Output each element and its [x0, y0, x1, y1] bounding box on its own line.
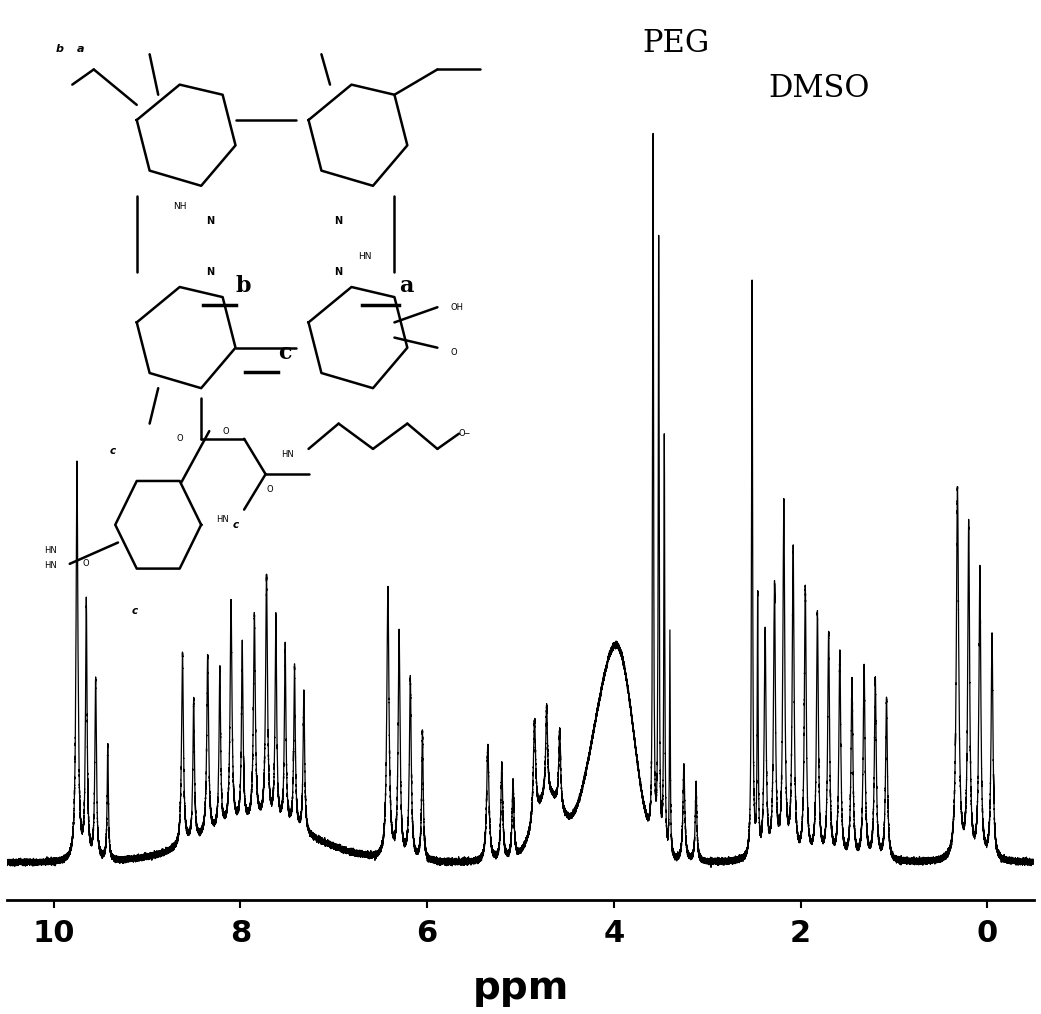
Text: c: c — [131, 606, 137, 617]
Text: HN: HN — [281, 450, 294, 459]
Text: PEG: PEG — [642, 28, 709, 59]
X-axis label: ppm: ppm — [473, 969, 568, 1007]
Text: c: c — [278, 342, 291, 364]
Text: HN: HN — [45, 561, 57, 570]
Text: b: b — [55, 45, 64, 55]
Text: c: c — [109, 446, 116, 456]
Text: N: N — [334, 267, 342, 277]
Text: a: a — [399, 275, 413, 297]
Text: O: O — [266, 485, 273, 494]
Text: N: N — [206, 216, 213, 226]
Text: N: N — [334, 216, 342, 226]
Text: OH: OH — [451, 303, 463, 311]
Text: HN: HN — [45, 546, 57, 555]
Text: O‒: O‒ — [459, 429, 471, 438]
Text: HN: HN — [217, 515, 229, 524]
Text: NH: NH — [173, 202, 186, 211]
Text: O: O — [82, 560, 90, 568]
Text: N: N — [206, 267, 213, 277]
Text: O: O — [451, 348, 457, 357]
Text: HN: HN — [358, 252, 372, 262]
Text: O: O — [176, 434, 183, 443]
Text: O: O — [222, 427, 229, 436]
Text: a: a — [77, 45, 84, 55]
Text: c: c — [232, 520, 238, 529]
Text: b: b — [235, 275, 251, 297]
Text: DMSO: DMSO — [768, 73, 869, 103]
